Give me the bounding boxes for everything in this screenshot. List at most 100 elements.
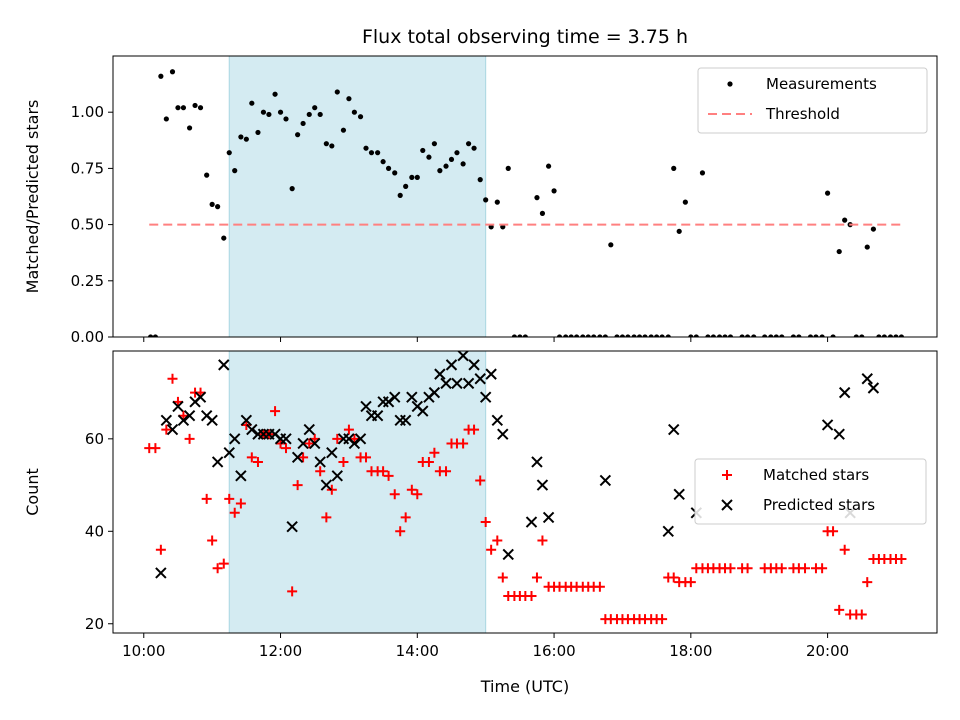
data-point: [716, 334, 723, 337]
data-point: [739, 334, 745, 337]
data-point: [229, 433, 241, 445]
y-tick-label: 20: [85, 615, 104, 633]
data-point: [163, 116, 169, 122]
data-point: [619, 334, 626, 337]
data-point: [881, 334, 887, 337]
legend-swatch: [727, 81, 733, 87]
data-point: [682, 199, 688, 205]
data-point: [211, 456, 224, 468]
data-point: [494, 199, 500, 205]
count-panel: 20 40 60 10:00 12:00 14:00 16:00 18:00 20:00 Coun…: [23, 350, 938, 660]
series-measurements: [148, 69, 905, 337]
x-axis-label: Time (UTC): [480, 677, 569, 696]
data-point: [295, 132, 301, 138]
data-point: [363, 145, 369, 151]
y-tick-label: 0.50: [71, 216, 104, 234]
data-point: [893, 334, 899, 337]
data-point: [300, 120, 306, 127]
data-point: [249, 100, 255, 106]
data-point: [158, 73, 164, 79]
ratio-panel: 0.00 0.25 0.50 0.75 1.00 Matched/Predicted st…: [23, 55, 938, 346]
data-point: [813, 334, 819, 337]
data-point: [315, 466, 326, 477]
data-point: [380, 159, 386, 165]
data-point: [403, 183, 409, 189]
data-point: [491, 414, 504, 427]
data-point: [836, 248, 842, 255]
data-point: [385, 165, 392, 171]
data-point: [460, 161, 466, 167]
data-point: [371, 410, 384, 422]
data-point: [281, 443, 292, 454]
data-point: [280, 433, 292, 445]
data-point: [289, 186, 295, 192]
data-point: [659, 334, 665, 337]
data-point: [517, 334, 523, 337]
data-point: [665, 334, 671, 337]
x-tick-label: 18:00: [669, 642, 712, 660]
legend-box: [697, 67, 928, 134]
data-point: [317, 111, 323, 118]
data-point: [636, 334, 643, 337]
data-point: [378, 466, 389, 477]
data-point: [819, 334, 825, 337]
data-point: [471, 145, 477, 151]
data-point: [673, 488, 685, 501]
data-point: [751, 334, 757, 337]
data-point: [824, 190, 831, 196]
data-point: [648, 334, 654, 337]
data-point: [505, 165, 511, 171]
observing-window-shade: [228, 55, 487, 338]
data-point: [502, 548, 514, 561]
data-point: [392, 170, 398, 176]
data-point: [551, 188, 557, 194]
data-point: [368, 150, 375, 156]
data-point: [744, 334, 751, 337]
data-point: [382, 396, 395, 408]
data-point: [224, 493, 235, 504]
data-point: [625, 334, 631, 337]
data-point: [175, 105, 181, 111]
data-point: [177, 414, 190, 427]
data-point: [475, 475, 486, 486]
data-point: [539, 210, 546, 216]
data-point: [286, 520, 298, 533]
data-point: [796, 334, 802, 337]
y-tick-label: 1.00: [71, 103, 104, 121]
data-point: [420, 147, 426, 154]
data-point: [693, 334, 699, 337]
data-point: [838, 386, 851, 399]
chart-title: Flux total observing time = 3.75 h: [362, 26, 688, 48]
data-point: [568, 334, 574, 337]
data-point: [417, 405, 429, 417]
data-point: [400, 512, 411, 523]
data-point: [479, 391, 492, 403]
data-point: [240, 414, 253, 427]
y-axis-label: Count: [23, 468, 42, 516]
data-point: [207, 535, 218, 546]
data-point: [326, 446, 338, 459]
data-point: [654, 334, 660, 337]
data-point: [676, 228, 682, 234]
data-point: [209, 201, 215, 207]
data-point: [445, 359, 458, 371]
legend-box: [694, 458, 927, 525]
x-tick-label: 12:00: [259, 642, 302, 660]
data-point: [457, 351, 469, 362]
data-point: [235, 470, 247, 482]
data-point: [309, 437, 321, 450]
data-point: [406, 391, 418, 403]
data-point: [642, 334, 648, 337]
data-point: [545, 163, 552, 169]
data-point: [246, 452, 257, 463]
data-point: [429, 447, 440, 458]
data-point: [465, 141, 472, 147]
data-point: [406, 484, 417, 495]
data-point: [246, 423, 258, 436]
data-point: [469, 424, 480, 435]
data-point: [876, 334, 882, 337]
data-point: [451, 377, 463, 390]
data-point: [161, 424, 172, 435]
data-point: [585, 334, 591, 337]
